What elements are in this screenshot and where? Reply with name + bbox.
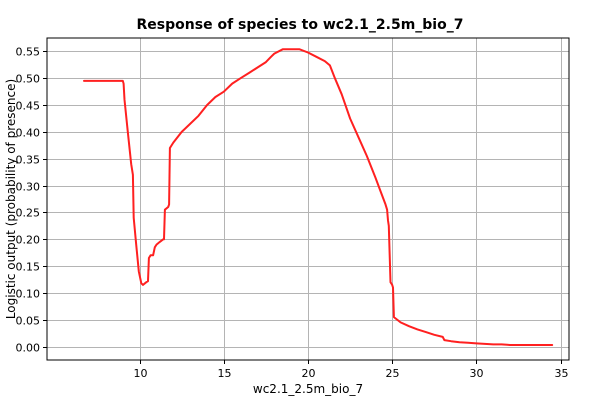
y-tick-label: 0.40 [16,127,41,140]
y-tick-label: 0.15 [16,261,41,274]
y-tick-label: 0.30 [16,181,41,194]
y-tick-label: 0.45 [16,100,41,113]
y-tick-label: 0.25 [16,207,41,220]
x-tick-label: 30 [470,367,484,380]
x-tick-label: 10 [134,367,148,380]
x-tick-label: 15 [218,367,232,380]
y-tick-label: 0.50 [16,73,41,86]
y-tick-label: 0.05 [16,315,41,328]
series-layer [83,48,554,346]
y-tick-label: 0.10 [16,288,41,301]
y-tick-label: 0.20 [16,234,41,247]
x-tick-label: 35 [555,367,569,380]
x-tick-label: 25 [386,367,400,380]
x-tick-label: 20 [302,367,316,380]
grid-lines [47,38,569,360]
axis-ticks: 0.00 0.05 0.10 0.15 0.20 0.25 0.30 0.35 0.40 0.45… [16,46,569,381]
chart-title: Response of species to wc2.1_2.5m_bio_7 [137,17,464,33]
response-curve-line [83,48,554,346]
y-tick-label: 0.55 [16,46,41,59]
y-axis-label: Logistic output (probability of presence… [4,79,18,319]
y-tick-label: 0.00 [16,342,41,355]
x-axis-label: wc2.1_2.5m_bio_7 [253,382,363,396]
y-tick-label: 0.35 [16,154,41,167]
